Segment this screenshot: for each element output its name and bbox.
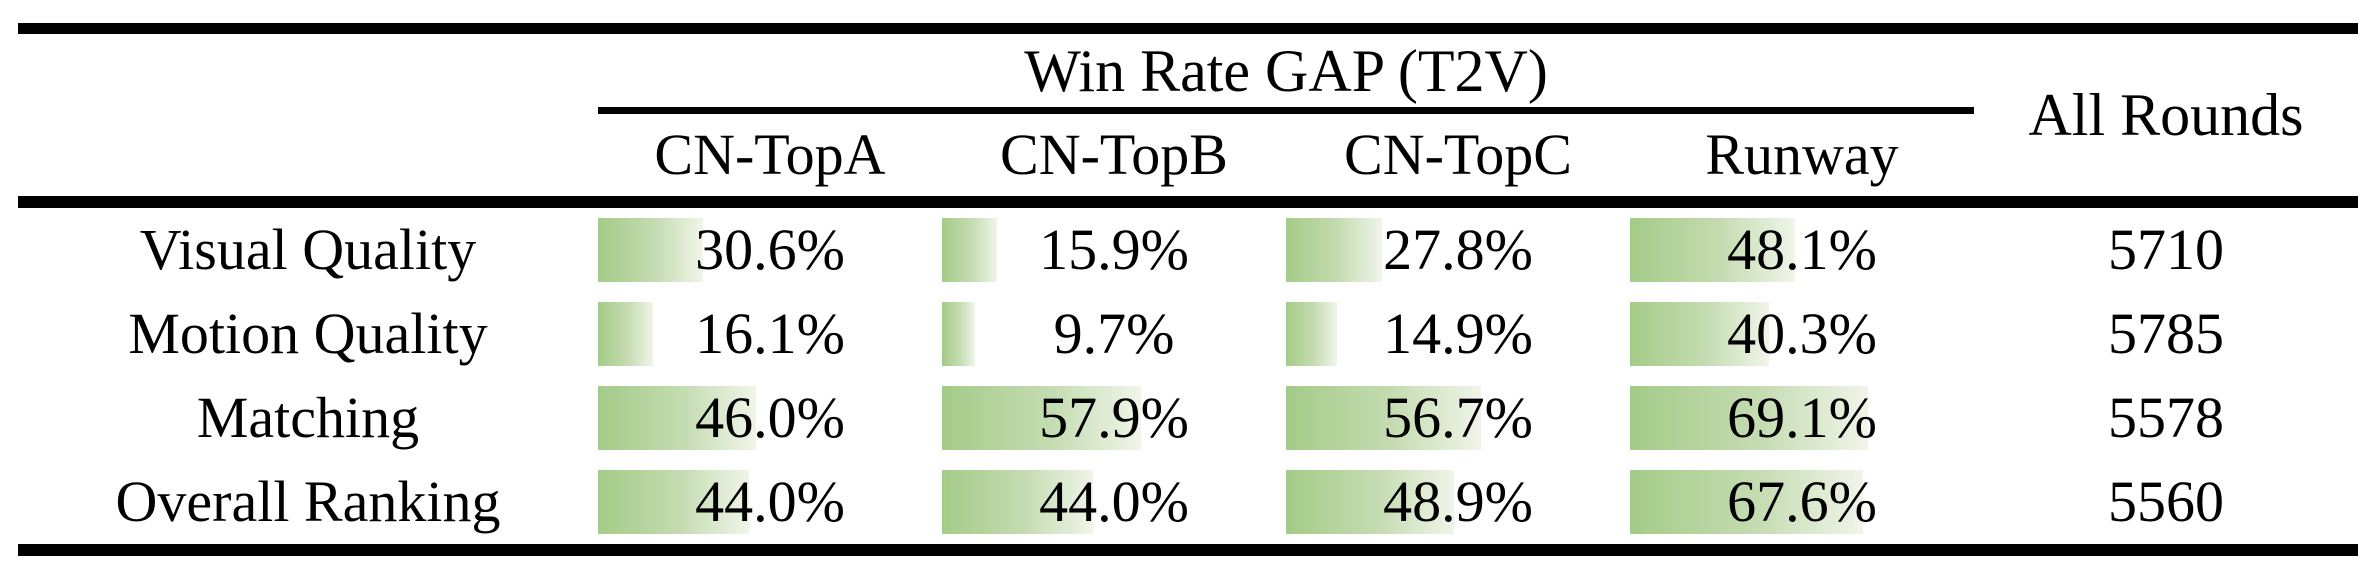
win-rate-bar [942,218,997,282]
group-header: Win Rate GAP (T2V) [598,34,1974,114]
win-rate-value: 14.9% [1383,301,1533,366]
table-cell: 56.7% [1286,376,1630,460]
win-rate-bar [942,386,1142,450]
all-rounds-value: 5785 [2108,301,2224,366]
corner-empty-cell [18,34,598,196]
win-rate-value: 57.9% [1039,385,1189,450]
bottom-rule [18,544,2358,556]
win-rate-value: 30.6% [695,217,845,282]
win-rate-value: 56.7% [1383,385,1533,450]
win-rate-bar [1286,470,1455,534]
column-header-runway: Runway [1705,122,1899,187]
table-cell: 57.9% [942,376,1286,460]
win-rate-table-figure: Win Rate GAP (T2V) All Rounds CN-TopA CN… [18,23,2358,556]
win-rate-bar [598,386,757,450]
all-rounds-header: All Rounds [2028,82,2304,148]
table-cell: 44.0% [598,460,942,544]
win-rate-bar [1630,386,1868,450]
win-rate-bar [1286,218,1382,282]
table-cell: 15.9% [942,208,1286,292]
table-cell: 27.8% [1286,208,1630,292]
table-cell: 48.9% [1286,460,1630,544]
win-rate-bar [942,302,976,366]
mid-rule [18,196,2358,208]
column-header-cn-topb: CN-TopB [1000,122,1228,187]
win-rate-value: 44.0% [1039,469,1189,534]
top-rule [18,23,2358,34]
column-header-cn-topa: CN-TopA [654,122,886,187]
table-cell: 9.7% [942,292,1286,376]
win-rate-value: 48.9% [1383,469,1533,534]
win-rate-value: 16.1% [695,301,845,366]
table-cell: 40.3% [1630,292,1974,376]
win-rate-value: 67.6% [1727,469,1877,534]
table-cell: 44.0% [942,460,1286,544]
win-rate-bar [1286,302,1338,366]
win-rate-table: Win Rate GAP (T2V) All Rounds CN-TopA CN… [18,34,2358,556]
win-rate-bar [598,470,750,534]
table-cell: 30.6% [598,208,942,292]
win-rate-bar [942,470,1094,534]
row-label-visual-quality: Visual Quality [139,217,477,282]
table-cell: 14.9% [1286,292,1630,376]
row-label-matching: Matching [196,385,420,450]
row-label-motion-quality: Motion Quality [128,301,488,366]
win-rate-bar [1286,386,1482,450]
table-cell: 48.1% [1630,208,1974,292]
table-cell: 16.1% [598,292,942,376]
win-rate-value: 44.0% [695,469,845,534]
table-cell: 69.1% [1630,376,1974,460]
column-header-cn-topc: CN-TopC [1344,122,1572,187]
win-rate-value: 48.1% [1727,217,1877,282]
win-rate-bar [1630,302,1769,366]
win-rate-value: 40.3% [1727,301,1877,366]
win-rate-value: 15.9% [1039,217,1189,282]
all-rounds-value: 5710 [2108,217,2224,282]
table-cell: 67.6% [1630,460,1974,544]
all-rounds-value: 5560 [2108,469,2224,534]
win-rate-value: 9.7% [1053,301,1175,366]
win-rate-bar [598,218,704,282]
all-rounds-value: 5578 [2108,385,2224,450]
win-rate-bar [1630,218,1796,282]
table-cell: 46.0% [598,376,942,460]
win-rate-bar [598,302,654,366]
row-label-overall-ranking: Overall Ranking [115,469,501,534]
win-rate-bar [1630,470,1863,534]
win-rate-value: 46.0% [695,385,845,450]
win-rate-value: 27.8% [1383,217,1533,282]
win-rate-value: 69.1% [1727,385,1877,450]
